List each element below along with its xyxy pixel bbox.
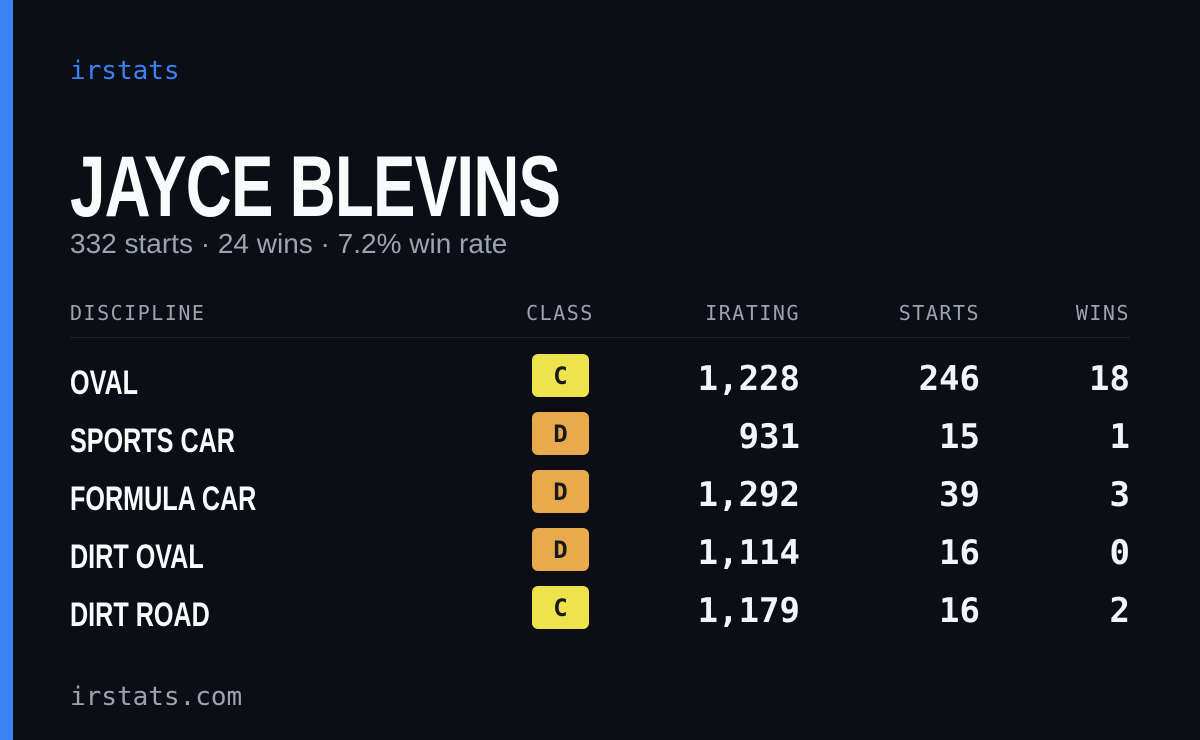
class-badge: D <box>532 412 589 455</box>
wins: 3 <box>1109 475 1130 515</box>
discipline: DIRT OVAL <box>70 538 204 576</box>
column-header: CLASS <box>526 301 594 325</box>
wins: 0 <box>1109 533 1130 573</box>
discipline: DIRT ROAD <box>70 596 210 634</box>
irating: 931 <box>738 417 800 457</box>
class-badge: C <box>532 586 589 629</box>
starts: 15 <box>939 417 980 457</box>
wins: 1 <box>1109 417 1130 457</box>
starts: 39 <box>939 475 980 515</box>
column-header: WINS <box>1075 301 1130 325</box>
irating: 1,179 <box>697 591 800 631</box>
wins: 2 <box>1109 591 1130 631</box>
column-header: IRATING <box>705 301 800 325</box>
starts: 246 <box>918 359 980 399</box>
driver-summary: 332 starts · 24 wins · 7.2% win rate <box>70 228 508 259</box>
irating: 1,228 <box>697 359 800 399</box>
class-badge: D <box>532 470 589 513</box>
footer: irstats.com <box>70 682 243 712</box>
class-badge: C <box>532 354 589 397</box>
discipline: OVAL <box>70 364 139 402</box>
column-header: DISCIPLINE <box>70 301 206 325</box>
class-badge: D <box>532 528 589 571</box>
discipline: SPORTS CAR <box>70 422 235 460</box>
driver-name: JAYCE BLEVINS <box>70 139 561 235</box>
accent-bar <box>0 0 13 740</box>
brand: irstats <box>70 56 180 86</box>
irating: 1,292 <box>697 475 800 515</box>
irating: 1,114 <box>697 533 800 573</box>
starts: 16 <box>939 533 980 573</box>
header-divider <box>70 337 1130 338</box>
wins: 18 <box>1089 359 1130 399</box>
discipline: FORMULA CAR <box>70 480 257 518</box>
column-header: STARTS <box>898 301 980 325</box>
starts: 16 <box>939 591 980 631</box>
